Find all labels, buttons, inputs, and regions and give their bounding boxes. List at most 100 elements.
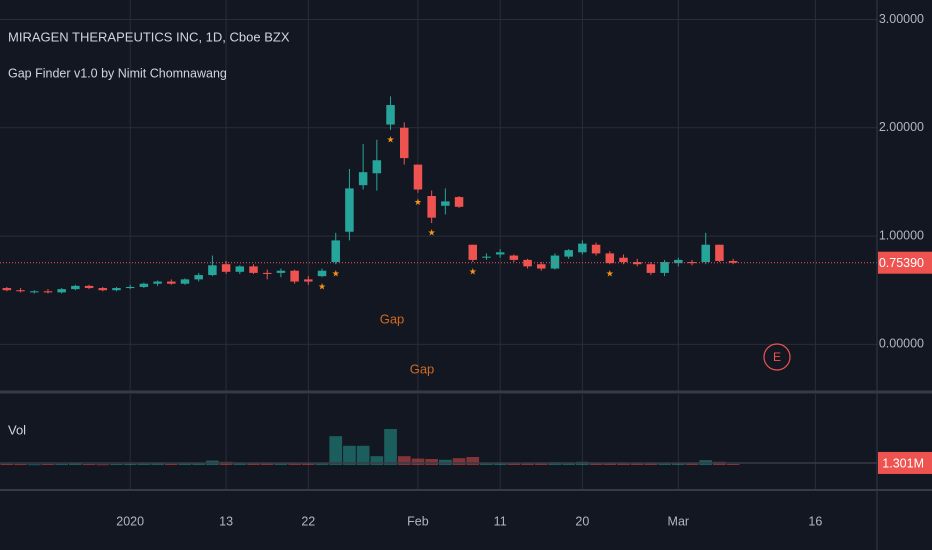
x-tick-label: 16 [808,514,822,528]
candle-body [345,188,354,232]
volume-bar [329,436,343,465]
candle-body [249,266,258,273]
candle-body [30,291,39,293]
volume-bar [452,458,466,465]
volume-bar [55,463,69,465]
volume-bar [562,462,576,465]
candle-body [687,262,697,264]
candle-body [578,243,587,253]
annotation: Gap [380,311,405,326]
candle-body [413,164,423,190]
y-tick-label: 0.00000 [879,337,924,351]
candle-body [619,257,628,263]
earnings-marker[interactable]: E [773,350,781,364]
gap-marker: ★ [318,282,326,292]
volume-bar [630,463,644,465]
grid [0,0,877,489]
candle-body [221,264,231,272]
candle-body [153,281,162,284]
candle-body [167,281,176,284]
candle-body [16,290,25,292]
candle-body [495,252,505,255]
volume-bar [617,463,630,465]
x-tick-label: Feb [407,514,429,528]
volume-bar [425,459,438,465]
candle-body [715,244,724,261]
volume-bar [493,462,507,465]
volume-bar [164,463,178,465]
volume-bar [507,463,521,465]
x-tick-label: 20 [575,514,589,528]
volume-bar [260,463,274,465]
volume-bar [27,464,41,466]
volume-bar [96,464,110,466]
gap-marker: ★ [606,269,614,279]
candle-body [441,201,450,206]
candle-body [125,286,135,289]
volume-bar [685,463,699,465]
candle-body [564,250,573,257]
x-tick-label: 2020 [116,514,144,528]
volume-bar [370,456,384,465]
candle-body [208,265,217,276]
volume-bar [534,463,548,465]
volume-bar [192,462,206,465]
indicator-title: Gap Finder v1.0 by Nimit Chomnawang [8,66,227,80]
gap-marker: ★ [414,197,422,207]
candle-body [98,288,108,291]
volume-bar [343,445,356,465]
volume-bar [603,463,617,465]
last-volume-label: 1.301M [882,456,924,470]
candle-body [262,272,272,274]
volume-bar [466,457,480,465]
candle-body [331,240,340,263]
volume-bar [384,429,397,465]
volume-bar [301,463,315,465]
y-tick-label: 3.00000 [879,12,924,26]
volume-bar [480,463,493,465]
candle-body [509,255,519,260]
candle-body [674,259,683,264]
gap-marker: ★ [469,266,477,276]
volume-bar [123,463,137,465]
earnings-circle[interactable] [763,343,791,371]
candle-body [399,127,409,159]
volume-bar [82,464,96,466]
x-tick-label: 13 [219,514,233,528]
candle-body [646,264,656,273]
candle-body [71,285,80,290]
candle-body [180,279,190,284]
candle-body [550,255,560,269]
plot: ★ ★ ★ ★ ★ ★ ★ [0,96,877,466]
chart-title: MIRAGEN THERAPEUTICS INC, 1D, Cboe BZX [8,29,290,44]
candle-body [43,291,53,293]
volume-bar [137,463,151,465]
candle-body [482,256,491,258]
candle-body [317,270,327,277]
gap-marker: ★ [387,134,395,144]
last-volume-box [878,451,932,474]
candle-body [454,197,464,207]
candle-body [701,244,710,263]
volume-bar [644,463,658,465]
x-tick-label: 11 [494,514,507,528]
volume-bar [521,463,534,465]
volume-bar [274,463,288,465]
volume-bar [151,463,164,465]
candle-body [386,105,395,125]
volume-bar [411,458,425,465]
candle-body [304,279,313,282]
candle-body [632,262,642,265]
volume-bar [14,464,27,466]
candle-body [537,264,546,269]
candle-body [427,196,436,218]
candle-body [139,283,149,287]
candle-body [57,289,66,293]
annotation: Gap [410,361,435,376]
candle-body [194,275,203,280]
gap-marker: ★ [428,227,436,237]
x-tick-label: Mar [668,514,690,528]
